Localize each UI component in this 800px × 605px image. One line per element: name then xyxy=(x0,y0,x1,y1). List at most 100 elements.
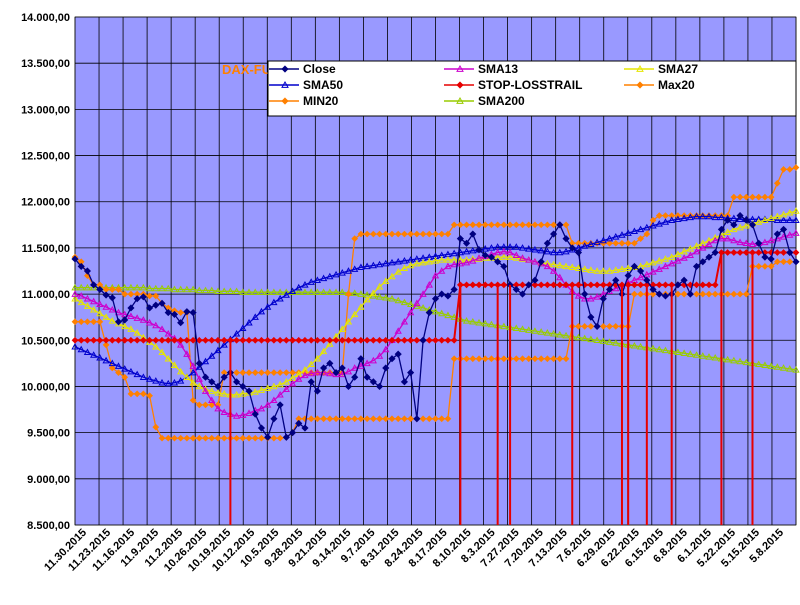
data-point-sma200 xyxy=(220,287,228,295)
data-point-close xyxy=(419,336,427,344)
data-point-close xyxy=(624,272,632,280)
data-point-max20 xyxy=(786,166,794,173)
data-point-sma27 xyxy=(382,277,390,284)
data-point-sma50 xyxy=(717,213,726,221)
data-point-max20 xyxy=(506,221,514,229)
data-point-max20 xyxy=(767,193,775,201)
data-point-sma50 xyxy=(177,377,185,384)
data-point-sma50 xyxy=(711,213,719,221)
signal-lines xyxy=(229,252,754,525)
data-point-max20 xyxy=(450,221,458,229)
data-point-close xyxy=(158,299,166,307)
data-point-close xyxy=(394,350,402,358)
data-point-sma200 xyxy=(295,288,303,295)
data-point-close xyxy=(114,318,123,326)
data-point-min20 xyxy=(171,434,178,442)
legend-label: STOP-LOSSTRAIL xyxy=(478,78,582,92)
data-point-close xyxy=(674,281,682,289)
data-point-sma13 xyxy=(680,254,688,261)
data-point-sma13 xyxy=(394,327,402,334)
data-point-sma27 xyxy=(587,266,595,273)
data-point-close xyxy=(369,378,377,386)
data-point-min20 xyxy=(164,434,172,442)
data-point-sma27 xyxy=(351,310,359,318)
data-point-sma13 xyxy=(89,297,98,305)
data-point-max20 xyxy=(108,286,116,293)
data-point-min20 xyxy=(742,290,750,298)
data-point-sma13 xyxy=(711,236,719,244)
data-point-close xyxy=(90,281,98,289)
data-point-sma200 xyxy=(214,287,222,295)
legend-label: Close xyxy=(303,62,336,76)
legend-entry-min20: MIN20 xyxy=(269,94,339,108)
data-point-min20 xyxy=(96,318,104,326)
data-point-max20 xyxy=(438,230,446,238)
data-point-sma50 xyxy=(699,212,707,220)
data-point-sma200 xyxy=(226,287,235,295)
data-point-sma27 xyxy=(413,259,421,267)
data-point-sma200 xyxy=(587,335,595,343)
data-point-sma50 xyxy=(581,242,589,249)
data-point-stop-losstrail xyxy=(401,336,408,344)
data-point-sma200 xyxy=(245,288,253,295)
data-point-sma200 xyxy=(177,285,185,293)
data-point-stop-losstrail xyxy=(481,281,489,289)
data-point-close xyxy=(177,319,185,327)
data-point-sma50 xyxy=(469,246,477,254)
data-point-min20 xyxy=(556,355,564,363)
data-point-sma200 xyxy=(264,288,272,295)
data-point-min20 xyxy=(537,355,545,363)
data-point-sma50 xyxy=(605,234,614,242)
data-point-sma50 xyxy=(655,220,663,227)
legend-entry-max20: Max20 xyxy=(624,78,695,92)
legend-box xyxy=(267,60,797,117)
data-point-sma50 xyxy=(462,247,471,255)
data-point-sma200 xyxy=(531,327,539,334)
data-point-sma13 xyxy=(71,290,79,297)
legend-swatch-marker xyxy=(281,65,289,73)
data-point-sma13 xyxy=(338,370,346,378)
data-point-min20 xyxy=(233,434,240,442)
data-point-sma13 xyxy=(717,234,726,242)
y-tick-label: 10.500,00 xyxy=(21,335,70,347)
data-point-stop-losstrail xyxy=(488,281,495,289)
data-point-close xyxy=(413,415,421,423)
data-point-sma27 xyxy=(438,256,446,263)
data-point-sma13 xyxy=(363,359,371,367)
data-point-close xyxy=(605,285,614,294)
data-point-stop-losstrail xyxy=(214,336,222,344)
data-point-sma50 xyxy=(612,232,620,240)
data-point-max20 xyxy=(276,369,284,376)
data-point-sma200 xyxy=(761,361,769,368)
data-point-sma50 xyxy=(326,272,334,280)
data-point-sma13 xyxy=(220,408,228,416)
y-tick-label: 11.000,00 xyxy=(22,289,70,301)
x-axis-ticks: 11.30.201511.23.201511.16.201511.9.20151… xyxy=(42,527,786,574)
data-point-min20 xyxy=(581,323,589,330)
data-point-sma200 xyxy=(319,288,328,295)
data-point-stop-losstrail xyxy=(121,336,129,344)
data-point-min20 xyxy=(84,318,91,326)
data-point-sma27 xyxy=(152,342,160,350)
data-point-sma200 xyxy=(438,309,446,317)
data-point-sma200 xyxy=(680,349,688,356)
data-point-sma27 xyxy=(456,256,465,263)
data-point-sma200 xyxy=(525,326,533,333)
data-point-sma27 xyxy=(655,257,663,264)
legend-entry-sma13: SMA13 xyxy=(444,62,518,76)
data-point-stop-losstrail xyxy=(270,336,278,344)
data-point-stop-losstrail xyxy=(245,336,253,344)
data-point-sma13 xyxy=(612,284,620,292)
data-point-close xyxy=(512,285,520,294)
data-point-sma200 xyxy=(276,288,284,295)
data-point-stop-losstrail xyxy=(724,249,731,256)
data-point-close xyxy=(407,369,415,377)
data-point-sma13 xyxy=(195,375,203,382)
data-point-sma200 xyxy=(71,283,79,291)
data-point-sma13 xyxy=(357,362,365,369)
data-point-max20 xyxy=(351,235,359,243)
data-point-sma13 xyxy=(543,262,552,270)
data-point-close xyxy=(344,382,353,391)
data-point-close xyxy=(220,373,228,381)
data-point-sma50 xyxy=(543,247,552,255)
